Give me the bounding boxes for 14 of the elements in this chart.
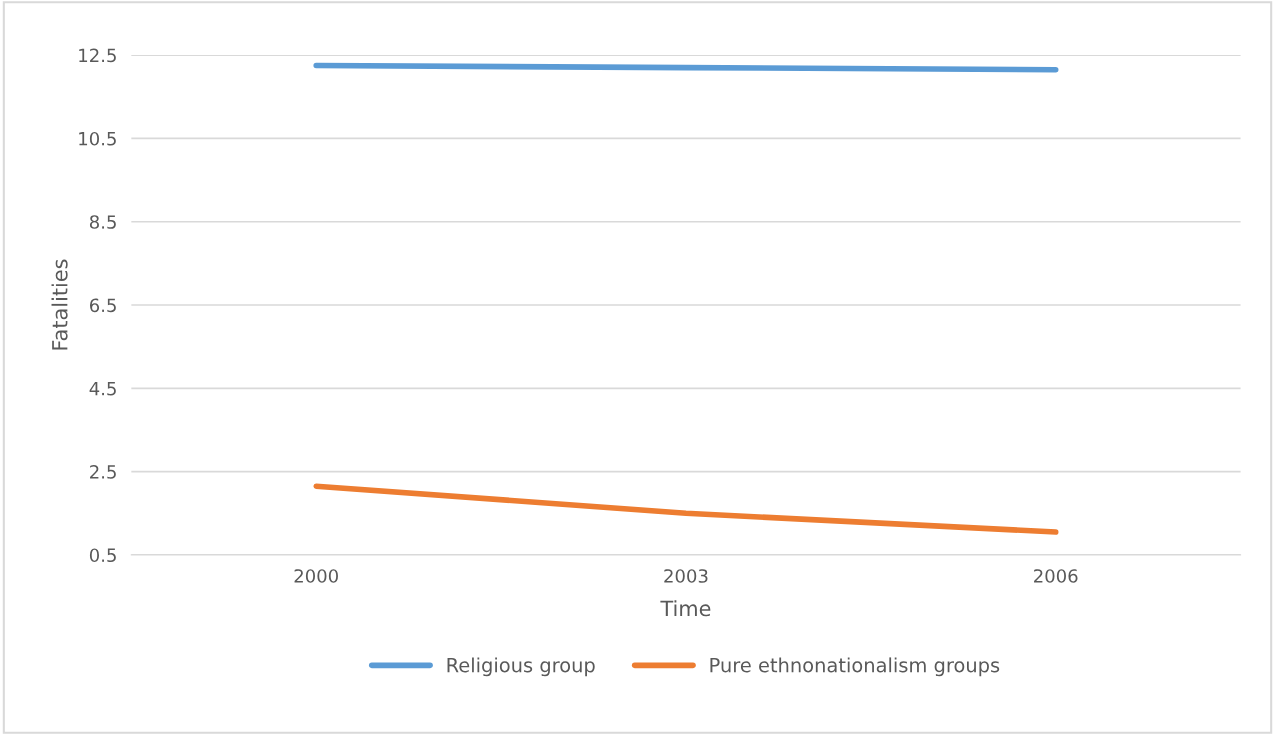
y-tick-label: 6.5 [89,298,116,313]
x-tick-label: 2003 [664,569,708,583]
y-tick-label: 2.5 [90,465,116,479]
y-tick-label: 8.5 [89,215,116,229]
y-tick-label: 12.5 [79,48,116,63]
legend-label: Pure ethnonationalism groups [710,657,1000,677]
y-tick-label: 0.5 [89,548,116,563]
y-tick-label: 10.5 [79,131,116,146]
x-tick-label: 2000 [294,569,338,583]
x-tick-label: 2006 [1034,569,1078,583]
y-tick-label: 4.5 [89,382,116,396]
legend-label: Religious group [447,657,595,677]
x-axis-title: Time [660,600,711,617]
y-axis-title: Fatalities [51,259,68,350]
